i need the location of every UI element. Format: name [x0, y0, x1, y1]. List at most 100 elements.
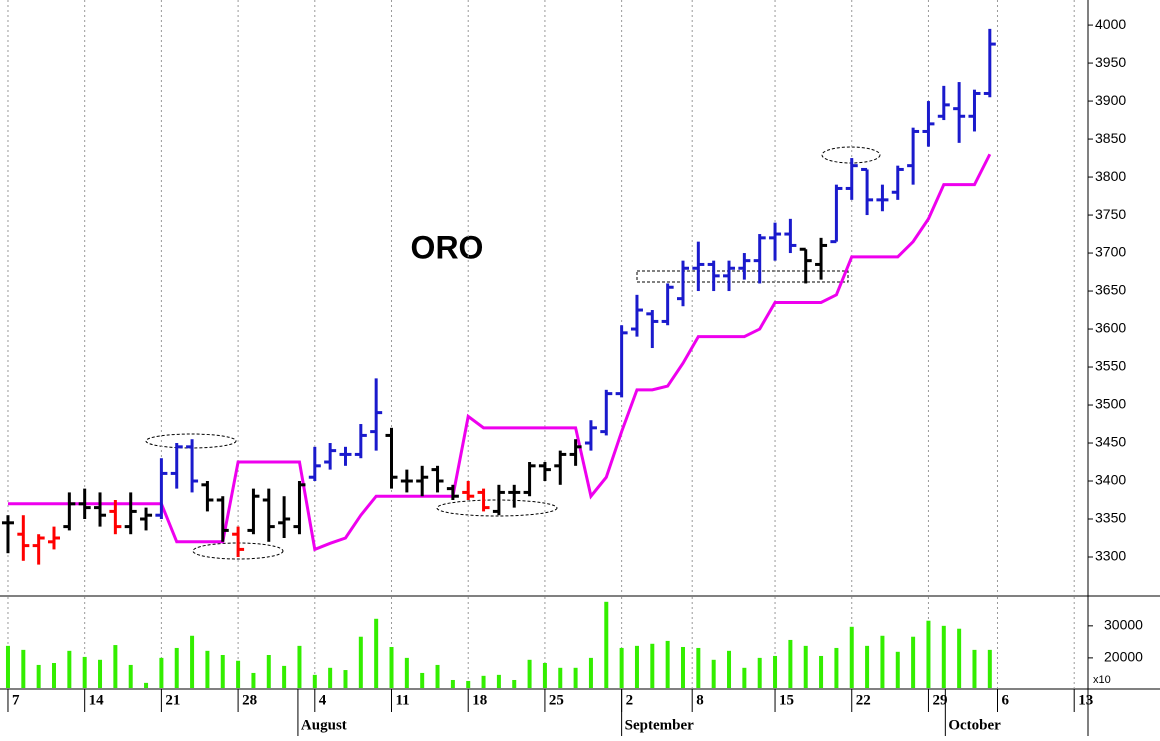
volume-bar [788, 639, 793, 688]
y-tick-label: 3450 [1095, 434, 1126, 450]
volume-bar [450, 679, 455, 688]
volume-bar [987, 649, 992, 688]
volume-bar [558, 667, 563, 688]
x-tick-label: 25 [549, 692, 564, 708]
x-tick-label: 13 [1078, 692, 1093, 708]
volume-bar [266, 654, 271, 688]
annotation-ellipse [436, 499, 558, 517]
volume-bar [144, 682, 149, 688]
y-tick-label: 3950 [1095, 54, 1126, 70]
month-label: September [625, 717, 694, 733]
x-tick-label: 4 [319, 692, 327, 708]
volume-bar [67, 650, 72, 688]
y-tick-label: 3750 [1095, 206, 1126, 222]
volume-bar [251, 672, 256, 688]
y-tick-label: 3400 [1095, 472, 1126, 488]
volume-bar [926, 620, 931, 688]
x-tick-label: 29 [932, 692, 947, 708]
volume-bar [742, 667, 747, 688]
volume-bar [481, 675, 486, 688]
volume-bar [727, 650, 732, 688]
y-tick-label: 3900 [1095, 92, 1126, 108]
volume-bar [205, 650, 210, 688]
y-tick-label: 3500 [1095, 396, 1126, 412]
volume-bar [282, 665, 287, 688]
chart-title: ORO [411, 229, 484, 265]
volume-bar [190, 635, 195, 688]
volume-bar [5, 645, 10, 688]
month-label: October [948, 717, 1001, 733]
y-tick-label: 3550 [1095, 358, 1126, 374]
volume-bar [312, 674, 317, 688]
volume-bar [773, 655, 778, 688]
volume-bar [297, 645, 302, 688]
volume-bar [159, 657, 164, 688]
volume-bar [880, 635, 885, 688]
volume-bar [82, 656, 87, 688]
y-tick-label: 3800 [1095, 168, 1126, 184]
y-tick-label: 3350 [1095, 510, 1126, 526]
volume-bar [374, 618, 379, 688]
volume-bar [711, 659, 716, 688]
volume-bar [420, 672, 425, 688]
volume-bar [819, 655, 824, 688]
y-tick-label: 3850 [1095, 130, 1126, 146]
volume-bar [604, 601, 609, 688]
volume-bar [52, 663, 57, 688]
volume-bar [757, 657, 762, 688]
volume-bar [220, 654, 225, 688]
volume-bar [404, 657, 409, 688]
x-tick-label: 14 [89, 692, 105, 708]
x-tick-label: 21 [165, 692, 180, 708]
volume-bar [588, 657, 593, 688]
volume-bar [496, 674, 501, 688]
y-tick-label: 20000 [1104, 649, 1143, 665]
volume-bar [542, 663, 547, 688]
volume-bar [389, 646, 394, 688]
volume-bar [634, 645, 639, 688]
volume-bar [358, 636, 363, 688]
volume-bar [911, 636, 916, 688]
y-tick-label: 30000 [1104, 617, 1143, 633]
x-tick-label: 11 [396, 692, 410, 708]
volume-bar [972, 649, 977, 688]
volume-bar [895, 651, 900, 688]
volume-bar [343, 670, 348, 688]
volume-bar [803, 645, 808, 688]
volume-bar [128, 664, 133, 688]
y-tick-label: 4000 [1095, 16, 1126, 32]
volume-bar [236, 660, 241, 688]
y-tick-label: 3700 [1095, 244, 1126, 260]
volume-bar [512, 679, 517, 688]
volume-bar [696, 647, 701, 688]
volume-bar [665, 640, 670, 688]
x-tick-label: 8 [696, 692, 704, 708]
annotation-box [636, 270, 849, 283]
volume-bar [36, 664, 41, 688]
volume-bar [834, 647, 839, 688]
volume-bar [957, 628, 962, 688]
y-tick-label: 3650 [1095, 282, 1126, 298]
volume-bar [466, 680, 471, 688]
volume-multiplier: x10 [1093, 674, 1111, 686]
volume-bar [113, 645, 118, 688]
x-tick-label: 2 [626, 692, 634, 708]
volume-bar [98, 659, 103, 688]
volume-bar [527, 659, 532, 688]
volume-bar [435, 664, 440, 688]
volume-bar [21, 649, 26, 688]
month-label: August [301, 717, 347, 733]
volume-bar [573, 667, 578, 688]
volume-bar [680, 646, 685, 688]
stop-line [7, 153, 992, 552]
x-tick-label: 7 [12, 692, 20, 708]
volume-bar [865, 645, 870, 688]
x-tick-label: 28 [242, 692, 257, 708]
y-tick-label: 3600 [1095, 320, 1126, 336]
volume-bar [941, 625, 946, 688]
x-tick-label: 6 [1001, 692, 1009, 708]
volume-bar [328, 667, 333, 688]
y-tick-label: 3300 [1095, 548, 1126, 564]
